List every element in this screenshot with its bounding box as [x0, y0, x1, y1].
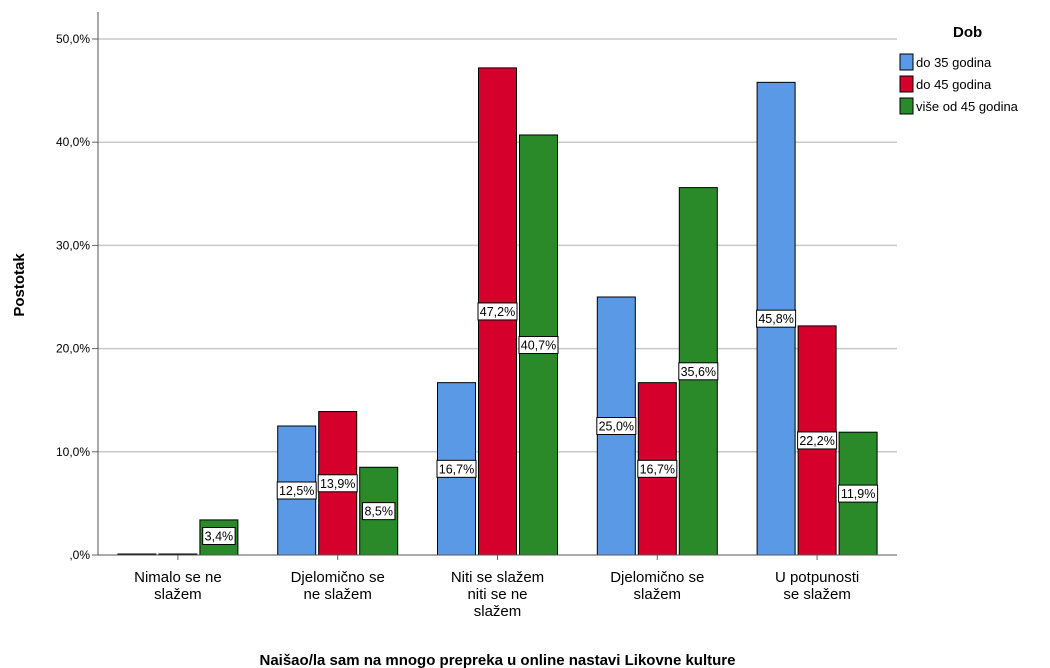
x-tick-label: Nimalo se ne: [134, 569, 222, 586]
legend-label: do 45 godina: [916, 77, 992, 92]
data-label: 8,5%: [362, 502, 396, 521]
x-tick-label: slažem: [154, 586, 202, 603]
x-tick-label: niti se ne: [467, 586, 527, 603]
x-tick-label: se slažem: [783, 586, 851, 603]
y-tick-label: 10,0%: [56, 445, 90, 459]
data-label: 13,9%: [317, 474, 358, 493]
x-tick-label: Djelomično se: [610, 569, 704, 586]
legend-item: više od 45 godina: [899, 97, 1019, 115]
x-tick-label: slažem: [634, 586, 682, 603]
data-label: 16,7%: [637, 459, 678, 478]
svg-text:40,7%: 40,7%: [521, 338, 556, 352]
data-label: 47,2%: [477, 302, 518, 321]
svg-text:16,7%: 16,7%: [439, 462, 474, 476]
data-labels: 12,5% 16,7% 25,0% 45,8% 13,9% 47,2% 16,7% 22,2%…: [202, 302, 879, 545]
svg-text:3,4%: 3,4%: [205, 530, 234, 544]
y-tick-label: 20,0%: [56, 342, 90, 356]
legend-title: Dob: [953, 24, 982, 41]
legend-swatch: [899, 53, 914, 71]
data-label: 45,8%: [756, 309, 797, 328]
legend-label: više od 45 godina: [916, 99, 1019, 114]
data-label: 12,5%: [276, 481, 317, 500]
legend-swatch: [899, 97, 914, 115]
data-label: 22,2%: [797, 431, 838, 450]
x-tick-label: slažem: [474, 603, 522, 620]
data-label: 16,7%: [436, 459, 477, 478]
x-tick-label: Djelomično se: [291, 569, 385, 586]
x-tick-label: ne slažem: [304, 586, 372, 603]
svg-text:45,8%: 45,8%: [758, 312, 793, 326]
y-axis-ticks: ,0% 10,0% 20,0% 30,0% 40,0% 50,0%: [56, 32, 98, 562]
legend: Dob do 35 godina do 45 godina više od 45 g…: [899, 24, 1019, 115]
legend-swatch: [899, 75, 914, 93]
x-tick-label: Niti se slažem: [451, 569, 544, 586]
data-label: 40,7%: [518, 335, 559, 354]
svg-text:8,5%: 8,5%: [364, 505, 393, 519]
svg-text:47,2%: 47,2%: [480, 305, 515, 319]
svg-text:22,2%: 22,2%: [799, 434, 834, 448]
data-label: 25,0%: [596, 417, 637, 435]
svg-text:13,9%: 13,9%: [320, 477, 355, 491]
svg-text:25,0%: 25,0%: [599, 420, 634, 434]
data-label: 11,9%: [838, 484, 879, 503]
x-tick-label: U potpunosti: [775, 569, 859, 586]
svg-text:11,9%: 11,9%: [841, 487, 876, 501]
legend-label: do 35 godina: [916, 55, 992, 70]
data-label: 35,6%: [678, 362, 719, 381]
y-tick-label: 50,0%: [56, 32, 90, 46]
y-tick-label: ,0%: [69, 548, 90, 562]
svg-text:12,5%: 12,5%: [279, 484, 314, 498]
legend-item: do 35 godina: [899, 53, 992, 71]
y-tick-label: 30,0%: [56, 238, 90, 252]
x-axis-title: Naišao/la sam na mnogo prepreka u online…: [260, 652, 736, 668]
svg-text:35,6%: 35,6%: [681, 365, 716, 379]
y-tick-label: 40,0%: [56, 135, 90, 149]
legend-item: do 45 godina: [899, 75, 992, 93]
y-axis-title: Postotak: [11, 253, 28, 317]
data-label: 3,4%: [202, 527, 236, 545]
svg-text:16,7%: 16,7%: [640, 462, 675, 476]
